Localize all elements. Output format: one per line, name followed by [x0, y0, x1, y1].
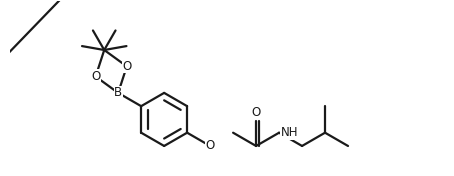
Text: O: O — [206, 139, 215, 152]
Text: NH: NH — [281, 126, 298, 139]
Text: B: B — [114, 86, 122, 99]
Text: O: O — [252, 106, 261, 119]
Text: O: O — [122, 60, 131, 73]
Text: O: O — [91, 70, 100, 83]
